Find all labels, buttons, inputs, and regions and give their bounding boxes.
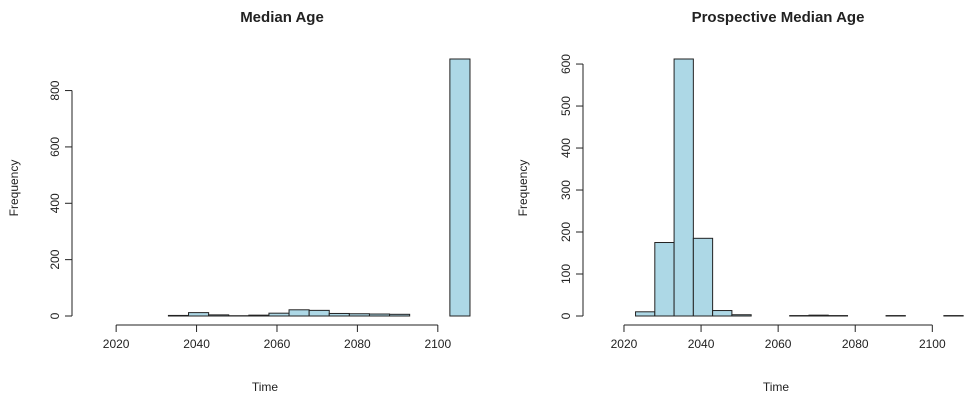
- prospective-median-age-ylabel: Frequency: [516, 160, 530, 217]
- median-age-bar-13: [348, 313, 370, 317]
- prospective-median-age-bar-3: [673, 58, 694, 317]
- prospective-median-age-x-tick-label-2060: 2060: [765, 337, 792, 351]
- median-age-panel: Median Age Time Frequency 2020 2040 2060 20…: [7, 9, 471, 394]
- median-age-bar-12: [328, 312, 350, 317]
- median-age-xlabel: Time: [252, 380, 279, 394]
- median-age-x-tick-label-2020: 2020: [103, 337, 130, 351]
- prospective-median-age-y-axis: 0 100 200 300 400 500 600: [559, 54, 584, 319]
- prospective-median-age-bar-10: [808, 314, 829, 317]
- median-age-ylabel: Frequency: [7, 160, 21, 217]
- median-age-bar-4: [167, 314, 190, 317]
- median-age-x-tick-label-2040: 2040: [183, 337, 210, 351]
- prospective-median-age-y-tick-label-200: 200: [559, 222, 573, 242]
- median-age-bar-10: [288, 309, 310, 317]
- prospective-median-age-bar-1: [635, 311, 656, 317]
- prospective-median-age-bar-6: [731, 314, 752, 317]
- median-age-y-axis: 0 200 400 600 800: [48, 80, 73, 319]
- prospective-median-age-y-tick-label-500: 500: [559, 96, 573, 116]
- median-age-y-tick-label-400: 400: [48, 193, 62, 213]
- median-age-bar-14: [368, 313, 391, 317]
- prospective-median-age-panel: Prospective Median Age Time Frequency 20…: [516, 9, 964, 394]
- prospective-median-age-y-tick-label-300: 300: [559, 180, 573, 200]
- median-age-x-axis: 2020 2040 2060 2080 2100: [103, 324, 451, 351]
- median-age-y-tick-label-800: 800: [48, 80, 62, 100]
- median-age-bar-9: [268, 312, 290, 317]
- median-age-bars: [167, 58, 471, 317]
- median-age-x-tick-label-2080: 2080: [344, 337, 371, 351]
- median-age-bar-5: [188, 312, 210, 317]
- median-age-x-tick-label-2100: 2100: [424, 337, 451, 351]
- prospective-median-age-y-tick-label-0: 0: [559, 312, 573, 319]
- prospective-median-age-x-tick-label-2020: 2020: [611, 337, 638, 351]
- median-age-x-tick-label-2060: 2060: [264, 337, 291, 351]
- median-age-y-tick-label-0: 0: [48, 312, 62, 319]
- prospective-median-age-x-tick-label-2100: 2100: [919, 337, 946, 351]
- median-age-y-tick-label-200: 200: [48, 249, 62, 269]
- prospective-median-age-y-tick-label-100: 100: [559, 264, 573, 284]
- median-age-bar-18: [449, 58, 471, 317]
- prospective-median-age-y-tick-label-400: 400: [559, 138, 573, 158]
- prospective-median-age-x-tick-label-2040: 2040: [688, 337, 715, 351]
- prospective-median-age-x-tick-label-2080: 2080: [842, 337, 869, 351]
- median-age-y-tick-label-600: 600: [48, 137, 62, 157]
- prospective-median-age-y-tick-label-600: 600: [559, 54, 573, 74]
- prospective-median-age-bar-2: [654, 242, 675, 317]
- median-age-title: Median Age: [240, 9, 324, 26]
- prospective-median-age-bar-4: [692, 237, 714, 317]
- median-age-bar-15: [389, 313, 411, 317]
- prospective-median-age-title: Prospective Median Age: [692, 9, 865, 26]
- median-age-bar-11: [308, 309, 330, 317]
- prospective-median-age-bars: [635, 58, 964, 317]
- prospective-median-age-bar-5: [712, 310, 733, 317]
- prospective-median-age-x-axis: 2020 2040 2060 2080 2100: [611, 324, 946, 351]
- prospective-median-age-xlabel: Time: [763, 380, 790, 394]
- median-age-bar-6: [208, 314, 230, 317]
- median-age-bar-8: [248, 314, 270, 317]
